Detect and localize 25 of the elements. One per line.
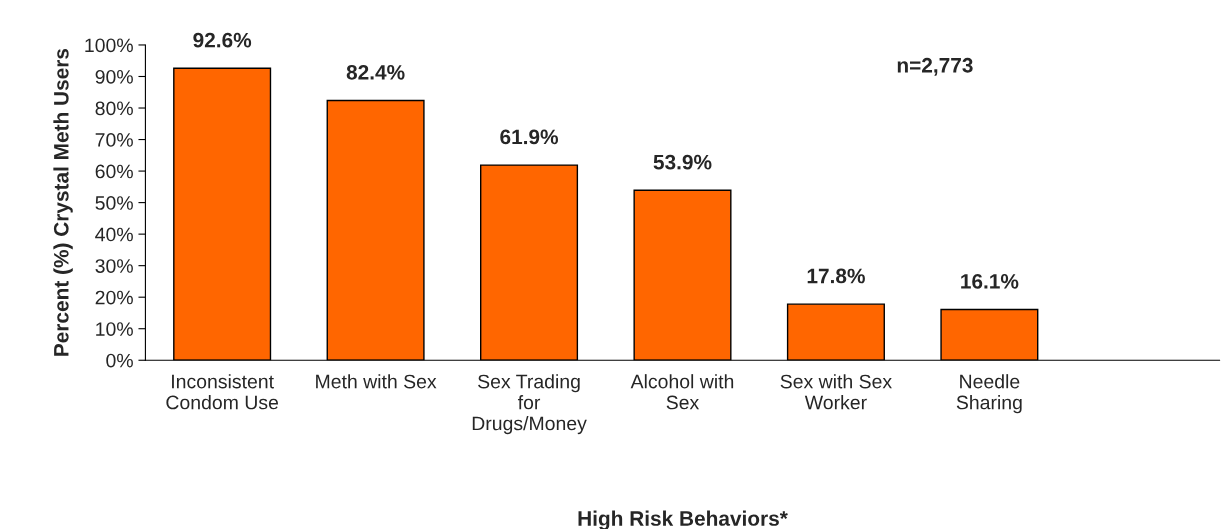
annotation: n=2,773: [897, 57, 973, 76]
data-label: 92.6%: [193, 32, 252, 48]
y-axis-title: Percent (%) Crystal Meth Users: [53, 48, 73, 356]
y-tick-label: 30%: [95, 259, 133, 273]
data-label: 61.9%: [500, 129, 559, 145]
x-tick-label: Sex Trading for Drugs/Money: [472, 374, 587, 435]
y-tick-label: 50%: [95, 196, 133, 210]
y-tick-label: 10%: [96, 322, 133, 336]
y-tick-label: 20%: [95, 290, 133, 305]
data-label: 53.9%: [653, 154, 712, 170]
y-tick-label: 60%: [95, 164, 133, 179]
data-label: 82.4%: [346, 64, 405, 80]
y-tick-label: 100%: [85, 38, 133, 53]
x-tick-label: Inconsistent Condom Use: [166, 374, 279, 410]
x-tick-label: Meth with Sex: [316, 374, 437, 389]
y-tick-label: 90%: [95, 69, 133, 84]
data-label: 17.8%: [807, 268, 865, 284]
x-tick-label: Needle Sharing: [956, 374, 1022, 414]
y-tick-label: 80%: [95, 101, 133, 116]
y-tick-label: 70%: [95, 133, 133, 147]
x-tick-label: Alcohol with Sex: [630, 374, 734, 410]
data-label: 16.1%: [961, 273, 1019, 289]
x-tick-label: Sex with Sex Worker: [780, 374, 892, 410]
y-tick-label: 0%: [106, 353, 133, 368]
y-tick-label: 40%: [95, 227, 133, 242]
